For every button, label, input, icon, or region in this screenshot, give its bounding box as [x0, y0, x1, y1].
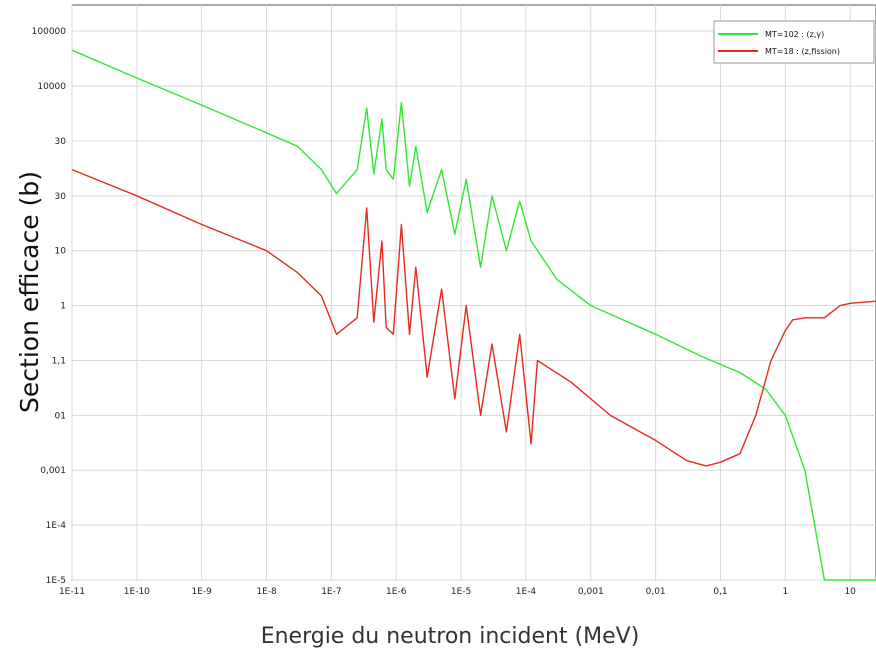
- y-tick-label: 1E-5: [46, 576, 66, 586]
- plot-area: [71, 4, 876, 581]
- series-line-1: [71, 49, 876, 581]
- legend-label-series-2: MT=18 : (z,fission): [765, 47, 840, 56]
- y-tick-label: 1E-4: [46, 521, 67, 531]
- x-tick-label: 1E-7: [321, 587, 341, 597]
- x-tick-label: 0,1: [713, 587, 727, 597]
- x-tick-label: 0,01: [646, 587, 666, 597]
- y-tick-label: 01: [55, 411, 66, 421]
- x-tick-label: 1E-8: [256, 587, 277, 597]
- y-tick-label: 10000: [37, 82, 66, 92]
- y-tick-label: 1,1: [52, 356, 66, 366]
- series-layer: [71, 49, 876, 581]
- y-tick-label: 100000: [32, 27, 67, 37]
- x-axis-ticks: 1E-11 1E-10 1E-9 1E-8 1E-7 1E-6 1E-5 1E-4 0,001 0…: [59, 587, 856, 597]
- x-tick-label: 1: [782, 587, 788, 597]
- legend-box: [713, 20, 875, 64]
- x-tick-label: 0,001: [578, 587, 604, 597]
- x-tick-label: 1E-9: [192, 587, 213, 597]
- y-tick-label: 0,001: [40, 466, 66, 476]
- y-axis-ticks: 1E-5 1E-4 0,001 01 1,1 1 10 30 30 10000 100000: [32, 27, 67, 586]
- x-tick-label: 1E-4: [516, 587, 537, 597]
- y-tick-label: 30: [55, 192, 67, 202]
- legend-label-series-1: MT=102 : (z,γ): [765, 30, 824, 39]
- x-tick-label: 1E-10: [124, 587, 150, 597]
- x-axis-label: Energie du neutron incident (MeV): [261, 624, 640, 649]
- y-axis-label: Section efficace (b): [15, 171, 44, 413]
- x-tick-label: 1E-5: [451, 587, 471, 597]
- series-line-2: [71, 168, 876, 467]
- y-tick-label: 10: [55, 247, 67, 257]
- y-tick-label: 30: [55, 137, 67, 147]
- legend: MT=102 : (z,γ) MT=18 : (z,fission): [713, 20, 875, 64]
- x-tick-label: 10: [844, 587, 856, 597]
- y-tick-label: 1: [60, 302, 66, 312]
- x-tick-label: 1E-6: [386, 587, 407, 597]
- x-tick-label: 1E-11: [59, 587, 85, 597]
